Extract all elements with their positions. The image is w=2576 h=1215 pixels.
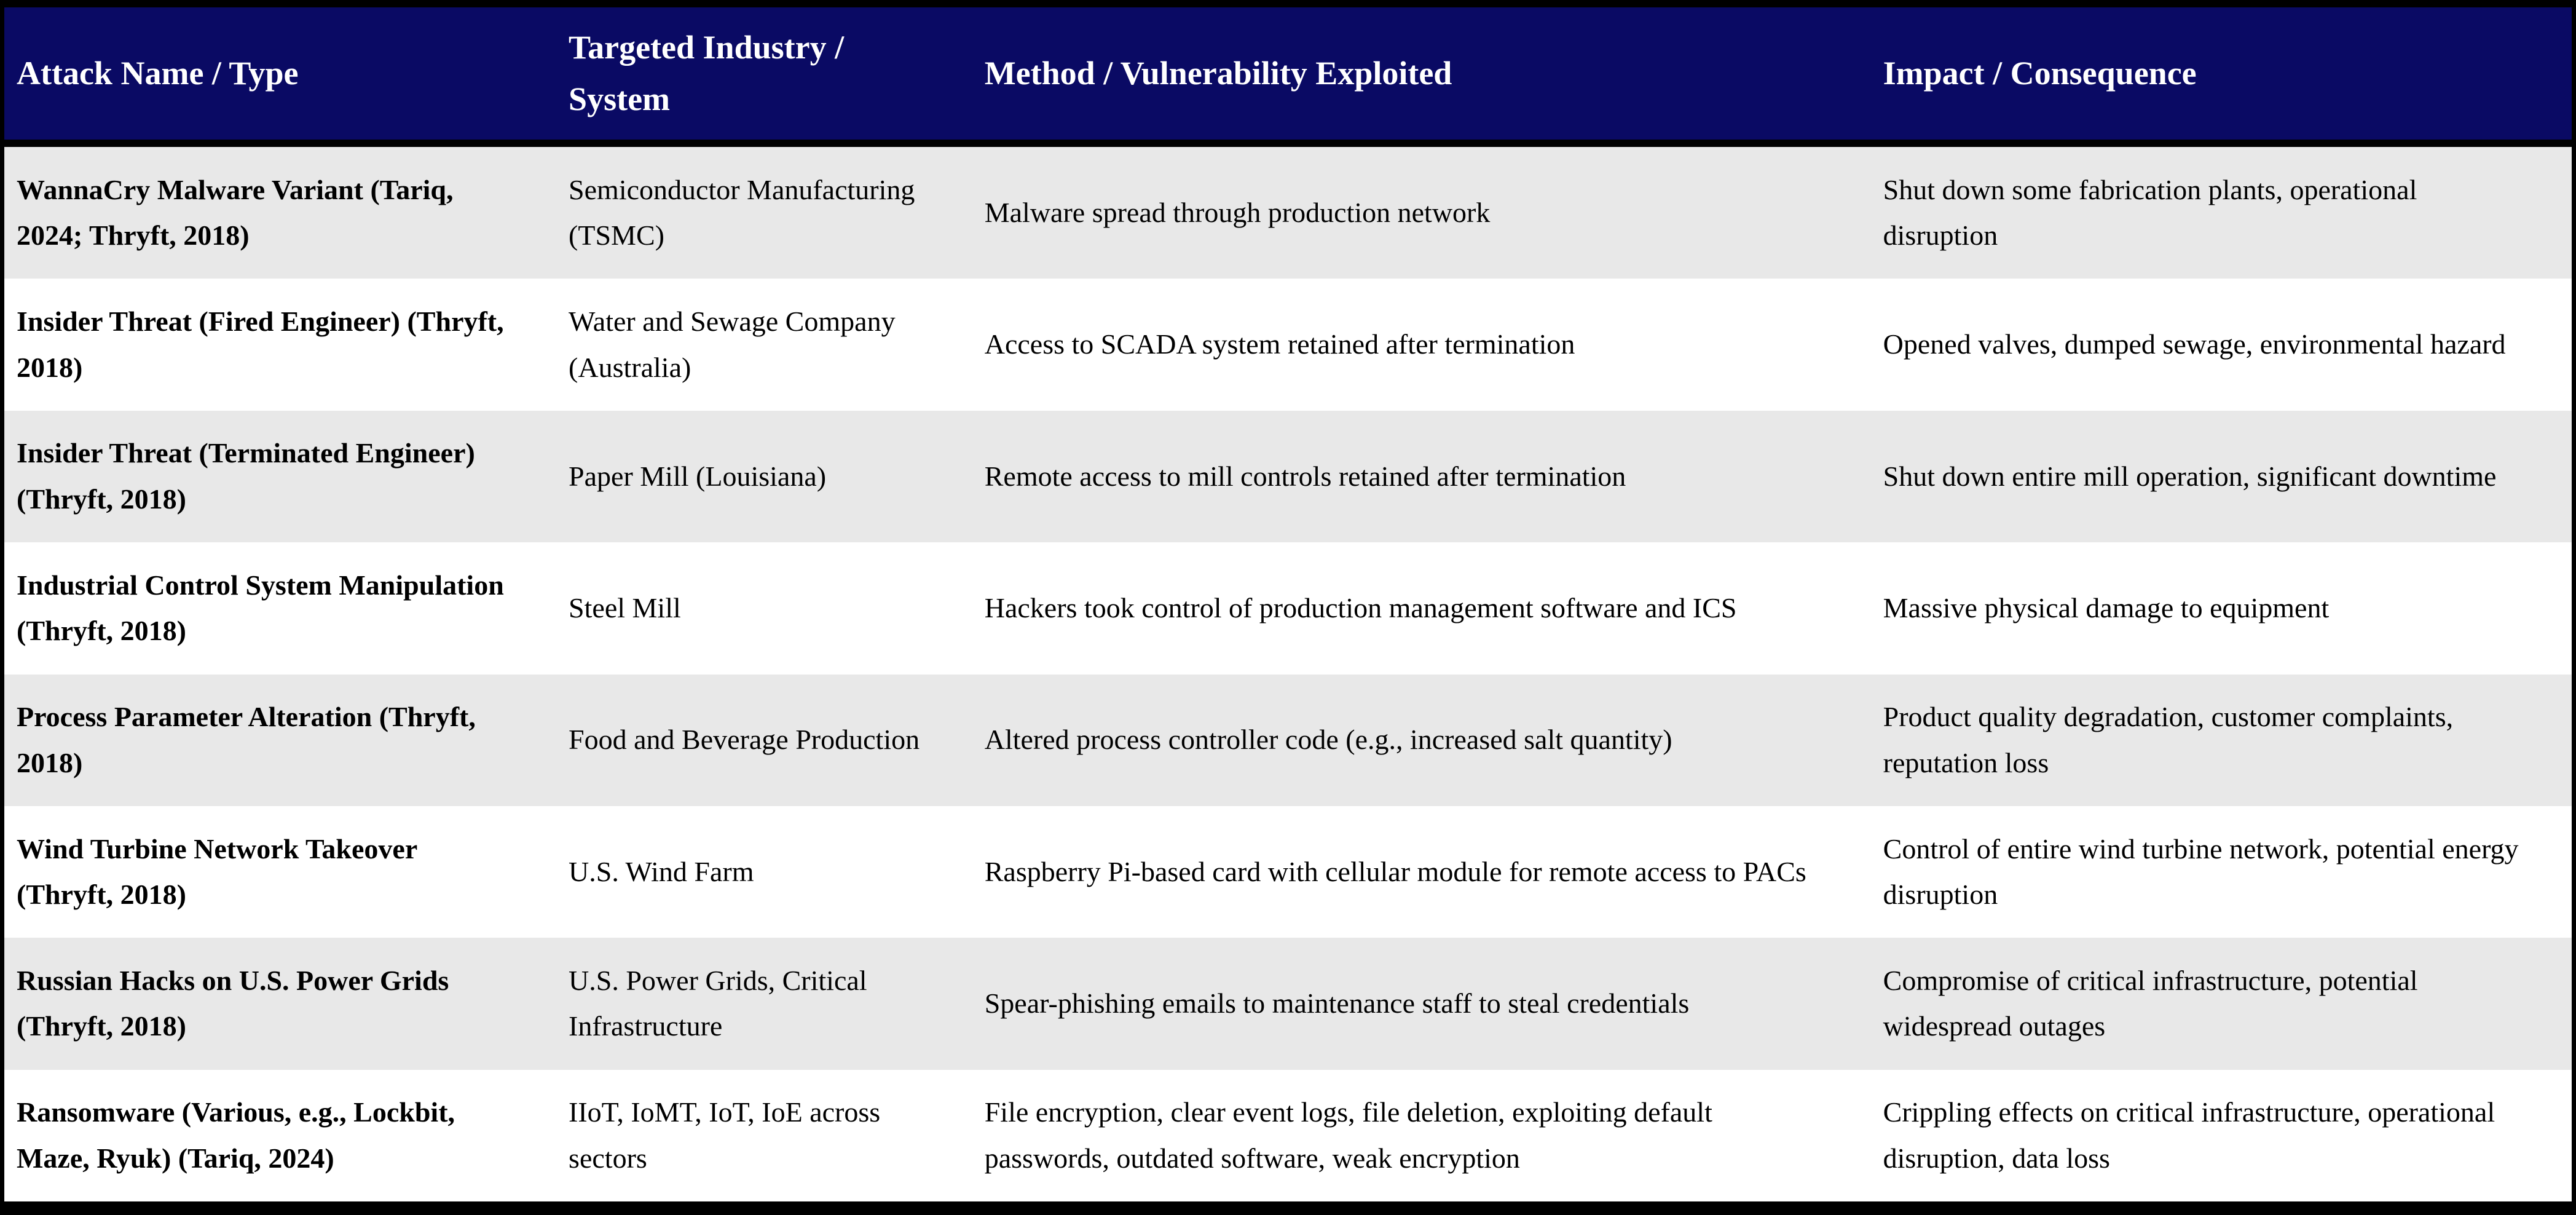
cell-impact-consequence: Product quality degradation, customer co… xyxy=(1883,701,2454,778)
cell-targeted-industry: Steel Mill xyxy=(569,592,681,624)
cell-impact-consequence: Compromise of critical infrastructure, p… xyxy=(1883,964,2418,1042)
table-row: Industrial Control System Manipulation (… xyxy=(4,542,2572,675)
cell-method-vulnerability: Altered process controller code (e.g., i… xyxy=(984,724,1672,756)
cell-impact-consequence: Shut down entire mill operation, signifi… xyxy=(1883,460,2497,492)
cell-method-vulnerability: Remote access to mill controls retained … xyxy=(984,460,1626,492)
cell-impact-consequence: Massive physical damage to equipment xyxy=(1883,592,2330,624)
cell-impact-consequence: Control of entire wind turbine network, … xyxy=(1883,833,2519,911)
cell-impact-consequence: Crippling effects on critical infrastruc… xyxy=(1883,1096,2495,1174)
cell-targeted-industry: U.S. Power Grids, Critical Infrastructur… xyxy=(569,964,867,1042)
cell-targeted-industry: IIoT, IoMT, IoT, IoE across sectors xyxy=(569,1096,881,1174)
cell-impact-consequence: Shut down some fabrication plants, opera… xyxy=(1883,173,2417,251)
cell-attack-name: Wind Turbine Network Takeover (Thryft, 2… xyxy=(17,833,417,911)
table-row: Ransomware (Various, e.g., Lockbit, Maze… xyxy=(4,1069,2572,1201)
column-header-method-vulnerability: Method / Vulnerability Exploited xyxy=(972,7,1871,140)
table-row: Insider Threat (Terminated Engineer) (Th… xyxy=(4,410,2572,543)
cell-attack-name: Russian Hacks on U.S. Power Grids (Thryf… xyxy=(17,964,449,1042)
cell-method-vulnerability: File encryption, clear event logs, file … xyxy=(984,1096,1712,1174)
cell-attack-name: Industrial Control System Manipulation (… xyxy=(17,569,504,647)
cell-targeted-industry: U.S. Wind Farm xyxy=(569,855,754,887)
column-header-method-vulnerability-label: Method / Vulnerability Exploited xyxy=(984,54,1452,92)
column-header-attack-name: Attack Name / Type xyxy=(4,7,556,140)
column-header-attack-name-label: Attack Name / Type xyxy=(17,54,299,92)
cell-attack-name: Process Parameter Alteration (Thryft, 20… xyxy=(17,701,476,778)
column-header-impact-consequence: Impact / Consequence xyxy=(1871,7,2572,140)
table-header-row: Attack Name / Type Targeted Industry / S… xyxy=(4,7,2572,147)
cell-attack-name: Insider Threat (Terminated Engineer) (Th… xyxy=(17,437,475,515)
table-row: Wind Turbine Network Takeover (Thryft, 2… xyxy=(4,805,2572,938)
cell-method-vulnerability: Raspberry Pi-based card with cellular mo… xyxy=(984,855,1806,887)
cell-targeted-industry: Paper Mill (Louisiana) xyxy=(569,460,827,492)
cell-attack-name: Insider Threat (Fired Engineer) (Thryft,… xyxy=(17,306,504,383)
table-body: WannaCry Malware Variant (Tariq, 2024; T… xyxy=(4,147,2572,1201)
cell-targeted-industry: Semiconductor Manufacturing (TSMC) xyxy=(569,173,915,251)
table-row: Process Parameter Alteration (Thryft, 20… xyxy=(4,674,2572,806)
column-header-impact-consequence-label: Impact / Consequence xyxy=(1883,54,2197,92)
cell-method-vulnerability: Hackers took control of production manag… xyxy=(984,592,1737,624)
column-header-targeted-industry-label: Targeted Industry / System xyxy=(569,28,845,117)
cell-impact-consequence: Opened valves, dumped sewage, environmen… xyxy=(1883,328,2506,360)
table-row: WannaCry Malware Variant (Tariq, 2024; T… xyxy=(4,147,2572,279)
cell-method-vulnerability: Access to SCADA system retained after te… xyxy=(984,328,1575,360)
cell-targeted-industry: Food and Beverage Production xyxy=(569,724,920,756)
column-header-targeted-industry: Targeted Industry / System xyxy=(556,7,972,140)
cell-targeted-industry: Water and Sewage Company (Australia) xyxy=(569,306,896,383)
table-row: Insider Threat (Fired Engineer) (Thryft,… xyxy=(4,279,2572,411)
cell-method-vulnerability: Malware spread through production networ… xyxy=(984,196,1491,228)
cell-attack-name: Ransomware (Various, e.g., Lockbit, Maze… xyxy=(17,1096,455,1174)
cell-attack-name: WannaCry Malware Variant (Tariq, 2024; T… xyxy=(17,173,454,251)
cell-method-vulnerability: Spear-phishing emails to maintenance sta… xyxy=(984,987,1690,1019)
table-row: Russian Hacks on U.S. Power Grids (Thryf… xyxy=(4,938,2572,1070)
